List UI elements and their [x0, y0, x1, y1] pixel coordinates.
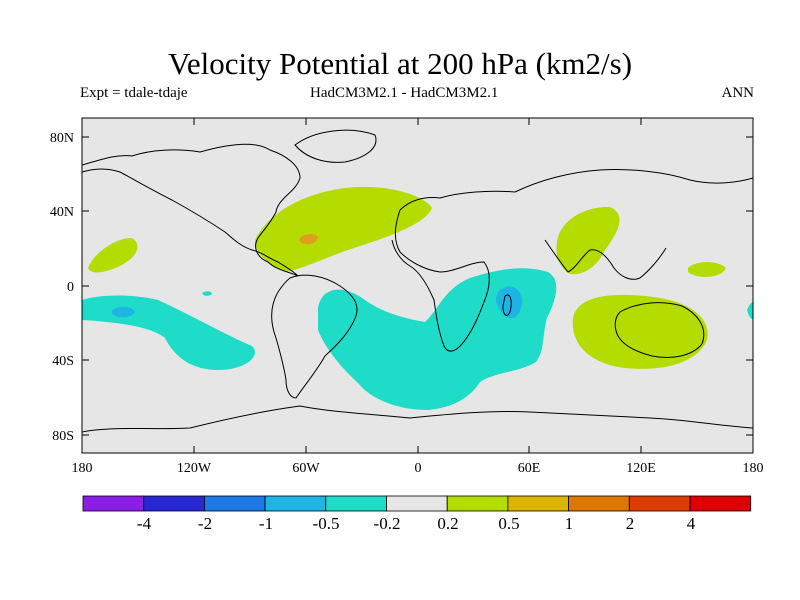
colorbar-box-2	[203, 495, 266, 512]
coast-north-america	[82, 143, 301, 277]
colorbar-box-10	[689, 495, 752, 512]
colorbar-label-1: 1	[565, 514, 574, 533]
colorbar-box-1	[143, 495, 205, 512]
x-tick-120e: 120E	[626, 461, 656, 476]
colorbar-box-6	[446, 495, 509, 512]
y-tick-40n: 40N	[50, 205, 74, 220]
contour-indian-asia	[556, 206, 620, 275]
contour-fills	[82, 186, 753, 410]
colorbar	[82, 495, 752, 512]
contour-north-pacific	[88, 237, 138, 273]
contour-atlantic-center	[299, 234, 318, 245]
y-tick-labels: 80N 40N 0 40S 80S	[50, 131, 74, 444]
x-tick-60e: 60E	[518, 461, 541, 476]
coastlines	[82, 129, 753, 433]
contour-australia	[572, 294, 708, 369]
contour-east-pacific-edge	[747, 302, 753, 320]
colorbar-box-9	[628, 495, 691, 512]
contour-pacific-core	[112, 306, 135, 318]
x-tick-marks	[81, 118, 754, 453]
model-label: HadCM3M2.1 - HadCM3M2.1	[310, 85, 499, 101]
colorbar-box-5	[386, 495, 448, 512]
x-tick-labels: 180 120W 60W 0 60E 120E 180	[72, 461, 764, 476]
x-tick-60w: 60W	[292, 461, 320, 476]
x-tick-180e: 180	[743, 461, 764, 476]
chart-title: Velocity Potential at 200 hPa (km2/s)	[167, 46, 633, 81]
season-label: ANN	[721, 85, 755, 101]
x-tick-120w: 120W	[177, 461, 212, 476]
contour-north-atlantic	[255, 186, 432, 272]
coast-madagascar	[502, 294, 512, 316]
coast-australia	[614, 302, 705, 358]
y-tick-80s: 80S	[52, 429, 74, 444]
coast-india-se-asia	[544, 239, 667, 280]
colorbar-label-2: 2	[626, 514, 635, 533]
colorbar-box-7	[507, 495, 569, 512]
x-tick-0: 0	[415, 461, 422, 476]
colorbar-box-8	[568, 495, 630, 512]
coast-africa-eurasia	[391, 169, 753, 352]
colorbar-label-neg4: -4	[137, 514, 152, 533]
contour-small-patch	[202, 291, 212, 296]
y-tick-80n: 80N	[50, 131, 74, 146]
contour-madagascar-core	[496, 286, 522, 319]
contour-west-pacific	[688, 262, 726, 277]
y-tick-marks	[82, 136, 753, 436]
colorbar-label-neg0-2: -0.2	[374, 514, 401, 533]
colorbar-label-neg0-5: -0.5	[313, 514, 340, 533]
contour-south-atlantic-africa	[318, 268, 557, 410]
y-tick-40s: 40S	[52, 354, 74, 369]
coast-antarctica	[82, 405, 753, 433]
colorbar-label-neg2: -2	[198, 514, 212, 533]
colorbar-label-0-2: 0.2	[437, 514, 458, 533]
colorbar-label-neg1: -1	[259, 514, 273, 533]
experiment-label: Expt = tdale-tdaje	[80, 85, 188, 101]
colorbar-box-4	[325, 495, 387, 512]
coast-greenland	[294, 129, 377, 163]
y-tick-0: 0	[67, 280, 74, 295]
colorbar-labels: -4 -2 -1 -0.5 -0.2 0.2 0.5 1 2 4	[137, 514, 696, 533]
coast-south-america	[271, 274, 358, 399]
colorbar-label-4: 4	[687, 514, 696, 533]
colorbar-box-0	[82, 495, 145, 512]
colorbar-label-0-5: 0.5	[498, 514, 519, 533]
colorbar-box-3	[264, 495, 327, 512]
x-tick-180w: 180	[72, 461, 93, 476]
